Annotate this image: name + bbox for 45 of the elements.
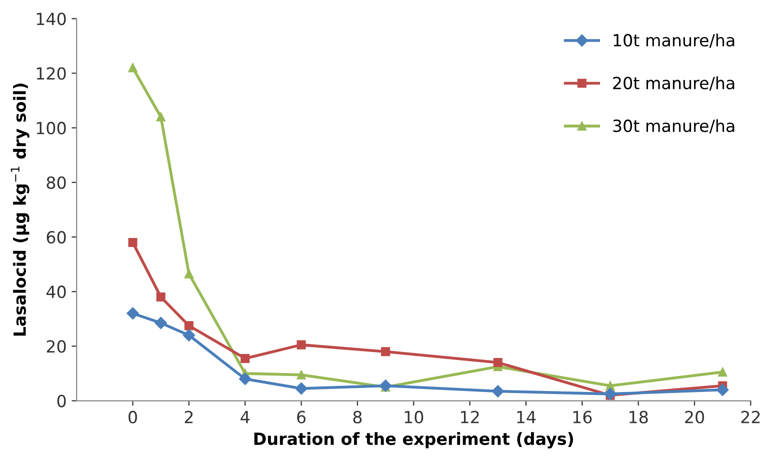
y-tick-label: 0 <box>57 394 66 408</box>
point <box>240 354 250 363</box>
point <box>156 112 166 122</box>
point <box>718 368 728 377</box>
x-tick-label: 12 <box>461 410 479 424</box>
x-tick-label: 6 <box>297 410 306 424</box>
point <box>295 382 308 395</box>
point <box>239 372 252 386</box>
y-tick-label: 140 <box>36 12 66 26</box>
x-tick-label: 4 <box>240 410 250 424</box>
x-tick-label: 8 <box>353 410 362 424</box>
point <box>184 269 194 278</box>
point <box>182 329 196 342</box>
x-axis-title: Duration of the experiment (days) <box>254 432 574 448</box>
point <box>716 384 729 396</box>
legend-label: 20t manure/ha <box>613 76 734 91</box>
x-tick-label: 10 <box>404 410 424 424</box>
y-tick-label: 60 <box>46 230 66 244</box>
point <box>296 370 306 380</box>
point <box>493 358 502 368</box>
legend-label: 10t manure/ha <box>614 34 734 48</box>
point <box>296 340 306 350</box>
x-tick-label: 18 <box>630 410 648 424</box>
point <box>126 307 139 320</box>
point <box>154 316 167 330</box>
point <box>128 238 138 247</box>
y-axis-title: Lasalocid (µg kg$^{−1}$ dry soil) <box>10 84 30 336</box>
x-tick-label: 22 <box>741 410 760 424</box>
x-tick-label: 0 <box>128 410 137 424</box>
point <box>381 347 390 356</box>
x-tick-label: 20 <box>685 410 704 424</box>
y-tick-label: 40 <box>46 286 66 298</box>
y-tick-label: 100 <box>36 122 66 134</box>
point <box>492 385 504 398</box>
y-tick-label: 20 <box>46 340 66 353</box>
point <box>604 388 616 400</box>
point <box>156 292 166 302</box>
y-tick-label: 80 <box>46 176 66 189</box>
x-tick-label: 14 <box>517 410 536 424</box>
legend-label: 30t manure/ha <box>613 119 734 134</box>
y-tick-label: 120 <box>36 67 66 80</box>
point <box>128 63 138 72</box>
x-tick-label: 16 <box>573 410 592 424</box>
point <box>184 321 194 330</box>
x-tick-label: 2 <box>184 410 193 424</box>
